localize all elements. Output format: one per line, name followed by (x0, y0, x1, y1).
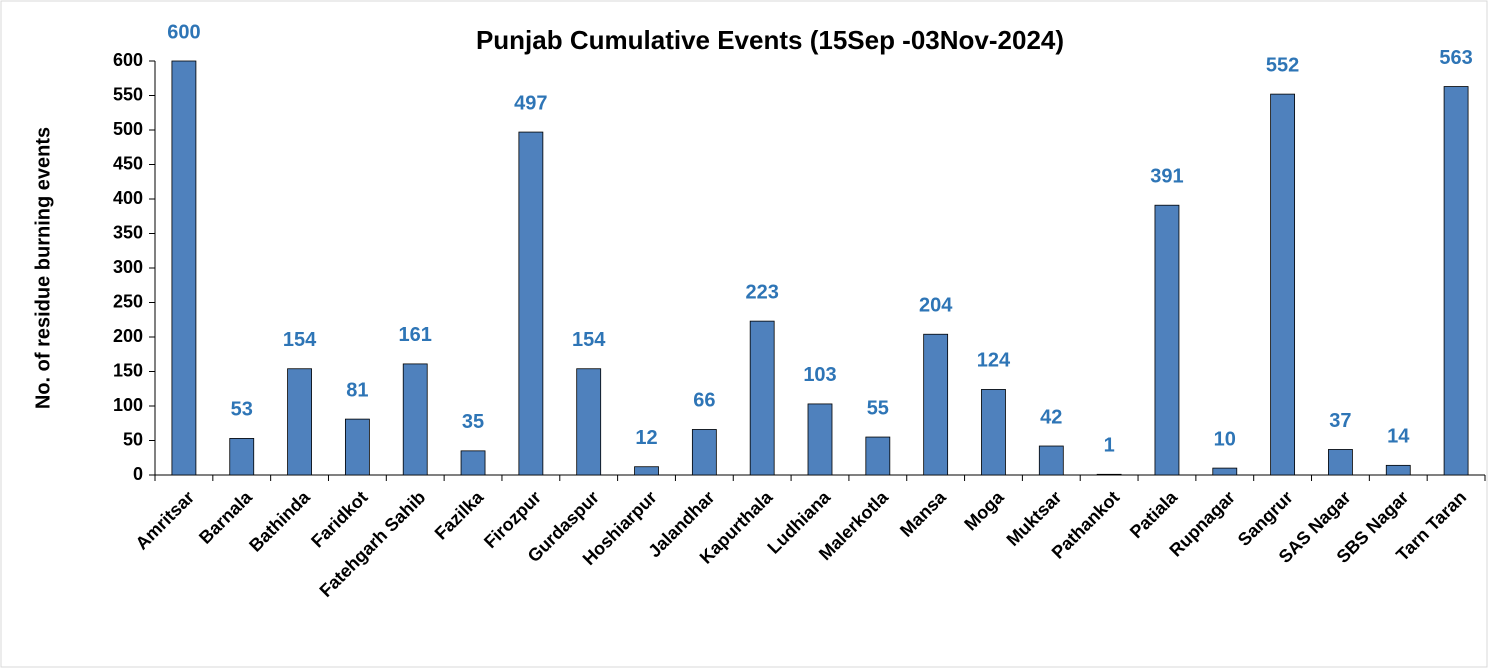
y-tick-label: 50 (123, 429, 143, 449)
bar (344, 418, 370, 476)
value-label: 391 (1150, 165, 1183, 187)
bar (1270, 93, 1296, 476)
value-label: 10 (1214, 428, 1236, 450)
value-label: 35 (462, 411, 484, 433)
chart-title: Punjab Cumulative Events (15Sep -03Nov-2… (476, 25, 1064, 55)
bar (1212, 467, 1238, 476)
value-label: 124 (977, 350, 1011, 372)
value-label: 1 (1104, 435, 1115, 457)
bar (1154, 204, 1180, 476)
y-tick-label: 0 (133, 464, 143, 484)
bar (807, 403, 833, 476)
y-tick-label: 600 (113, 50, 143, 70)
bar (1328, 449, 1353, 476)
value-label: 66 (693, 390, 715, 412)
value-label: 81 (346, 379, 368, 401)
bar (691, 429, 717, 476)
value-label: 563 (1439, 47, 1472, 69)
bar (576, 368, 602, 476)
value-label: 223 (745, 281, 778, 303)
value-label: 161 (399, 324, 432, 346)
value-label: 154 (572, 329, 606, 351)
value-label: 204 (919, 295, 953, 317)
value-label: 552 (1266, 54, 1299, 76)
y-tick-label: 300 (113, 257, 143, 277)
value-label: 14 (1387, 426, 1410, 448)
bar (460, 450, 486, 476)
bar (1385, 464, 1411, 476)
y-tick-label: 450 (113, 153, 143, 173)
value-label: 37 (1329, 410, 1351, 432)
bar (287, 368, 312, 476)
bar (518, 131, 544, 476)
y-tick-label: 550 (113, 84, 143, 104)
bar (981, 389, 1006, 476)
value-label: 42 (1040, 406, 1062, 428)
y-tick-label: 150 (113, 360, 143, 380)
bar (229, 438, 255, 476)
bar (1443, 86, 1469, 476)
value-label: 12 (635, 427, 657, 449)
bar (749, 320, 775, 476)
bar (634, 466, 659, 476)
bar (923, 333, 949, 476)
value-label: 154 (283, 329, 317, 351)
y-tick-label: 250 (113, 291, 143, 311)
bar (1096, 473, 1122, 476)
bar (865, 436, 891, 476)
bar (171, 60, 197, 476)
y-axis-title: No. of residue burning events (32, 127, 54, 409)
y-tick-label: 500 (113, 119, 143, 139)
value-label: 53 (231, 399, 253, 421)
y-tick-label: 200 (113, 326, 143, 346)
value-label: 600 (167, 21, 200, 43)
y-tick-label: 350 (113, 222, 143, 242)
bar (402, 363, 428, 476)
value-label: 103 (803, 364, 836, 386)
value-label: 55 (867, 397, 889, 419)
bar (1038, 445, 1064, 476)
y-tick-label: 100 (113, 395, 143, 415)
y-tick-label: 400 (113, 188, 143, 208)
value-label: 497 (514, 92, 547, 114)
